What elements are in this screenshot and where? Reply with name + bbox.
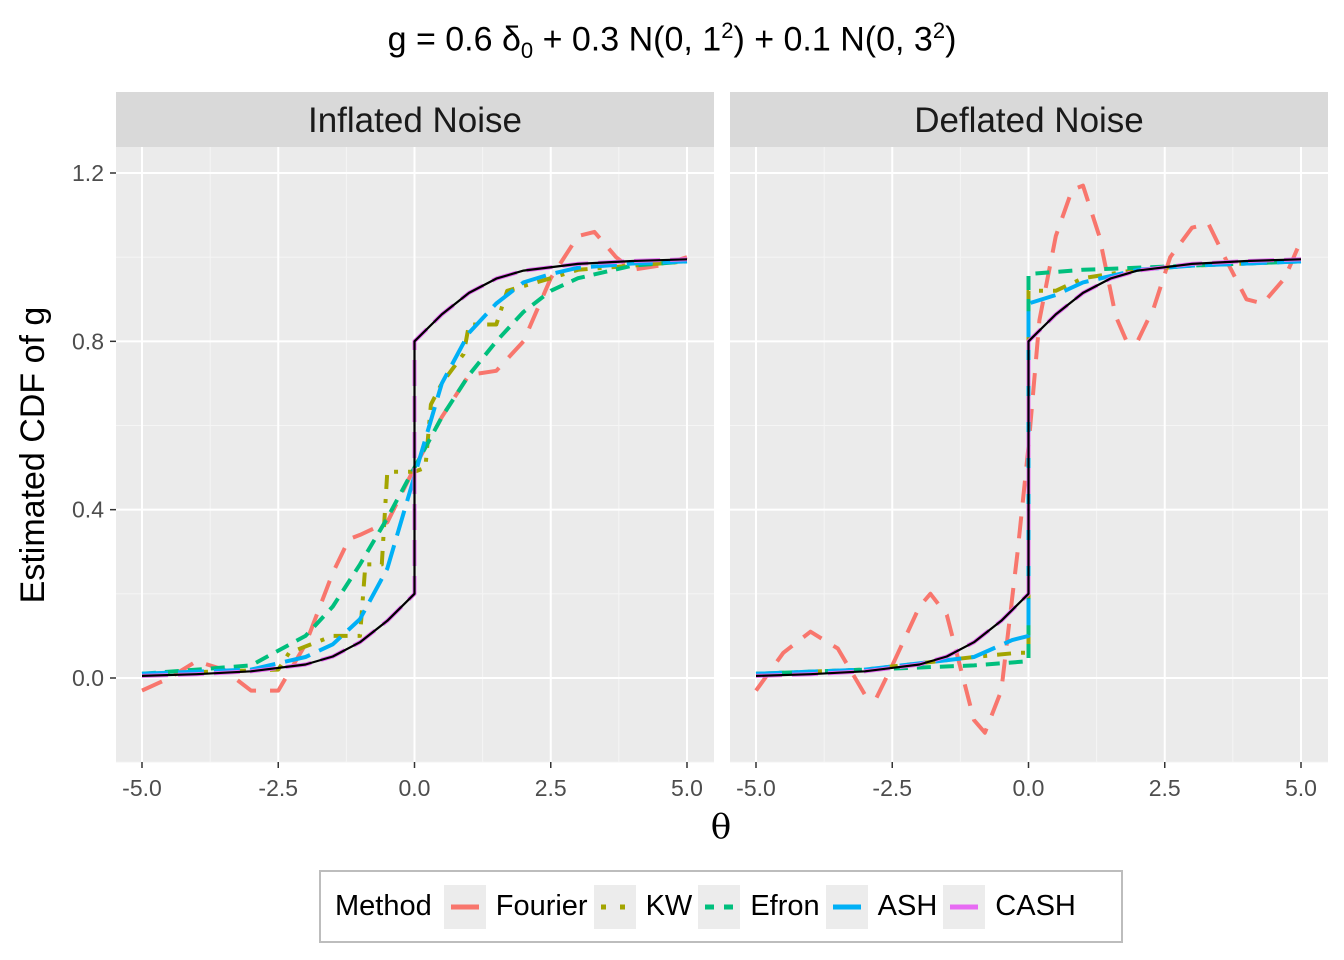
- series-line-fourier: [754, 183, 1303, 735]
- x-tick-label: 2.5: [1149, 775, 1181, 801]
- series-line-ash: [141, 259, 688, 676]
- series-line-efron: [141, 259, 688, 676]
- series-line-truth: [755, 258, 1302, 677]
- legend-key-ash: [825, 884, 868, 929]
- x-tick-label: -5.0: [122, 775, 162, 801]
- x-tick-label: 5.0: [1285, 775, 1317, 801]
- y-tick-label: 0.8: [72, 328, 104, 354]
- chart-title: g = 0.6 δ0 + 0.3 N(0, 12) + 0.1 N(0, 32): [0, 18, 1344, 64]
- x-tick-label: 0.0: [1013, 775, 1045, 801]
- series-line-fourier: [141, 229, 688, 693]
- title-part: ) + 0.1 N(0, 3: [733, 20, 933, 59]
- title-part: + 0.3 N(0, 1: [533, 20, 722, 59]
- series-line-kw: [141, 259, 688, 676]
- legend-label: CASH: [995, 890, 1076, 922]
- y-tick-label: 0.4: [72, 497, 104, 523]
- legend-label: KW: [645, 890, 693, 922]
- legend-key-cash: [943, 884, 986, 929]
- x-tick-label: 2.5: [535, 775, 567, 801]
- series-line-kw: [755, 259, 1302, 676]
- y-tick-label: 1.2: [72, 160, 104, 186]
- title-superscript: 2: [721, 18, 734, 43]
- legend-title: Method: [335, 890, 432, 922]
- y-axis-label: Estimated CDF of g: [14, 307, 52, 604]
- y-tick-label: 0.0: [72, 665, 104, 691]
- title-part: ): [945, 20, 957, 59]
- x-axis-label: θ: [711, 807, 731, 847]
- legend-label: Fourier: [495, 890, 588, 922]
- x-tick-label: 5.0: [671, 775, 703, 801]
- x-tick-label: -5.0: [736, 775, 776, 801]
- title-subscript: 0: [520, 38, 534, 64]
- facet-label: Inflated Noise: [308, 101, 522, 140]
- facet-strip: [116, 92, 714, 147]
- legend-key-efron: [698, 884, 741, 929]
- x-tick-label: 0.0: [399, 775, 431, 801]
- legend-key-kw: [593, 884, 636, 929]
- series-line-truth: [141, 258, 688, 677]
- legend: Method Fourier KW Efron ASH CASH: [319, 870, 1123, 943]
- legend-label: ASH: [877, 890, 938, 922]
- title-superscript: 2: [932, 18, 946, 43]
- x-tick-label: -2.5: [258, 775, 298, 801]
- x-tick-label: -2.5: [872, 775, 912, 801]
- facet-label: Deflated Noise: [914, 101, 1144, 140]
- legend-label: Efron: [750, 890, 820, 922]
- facet-strip: [730, 92, 1328, 147]
- title-part: g = 0.6 δ: [387, 20, 521, 59]
- legend-key-fourier: [443, 884, 486, 929]
